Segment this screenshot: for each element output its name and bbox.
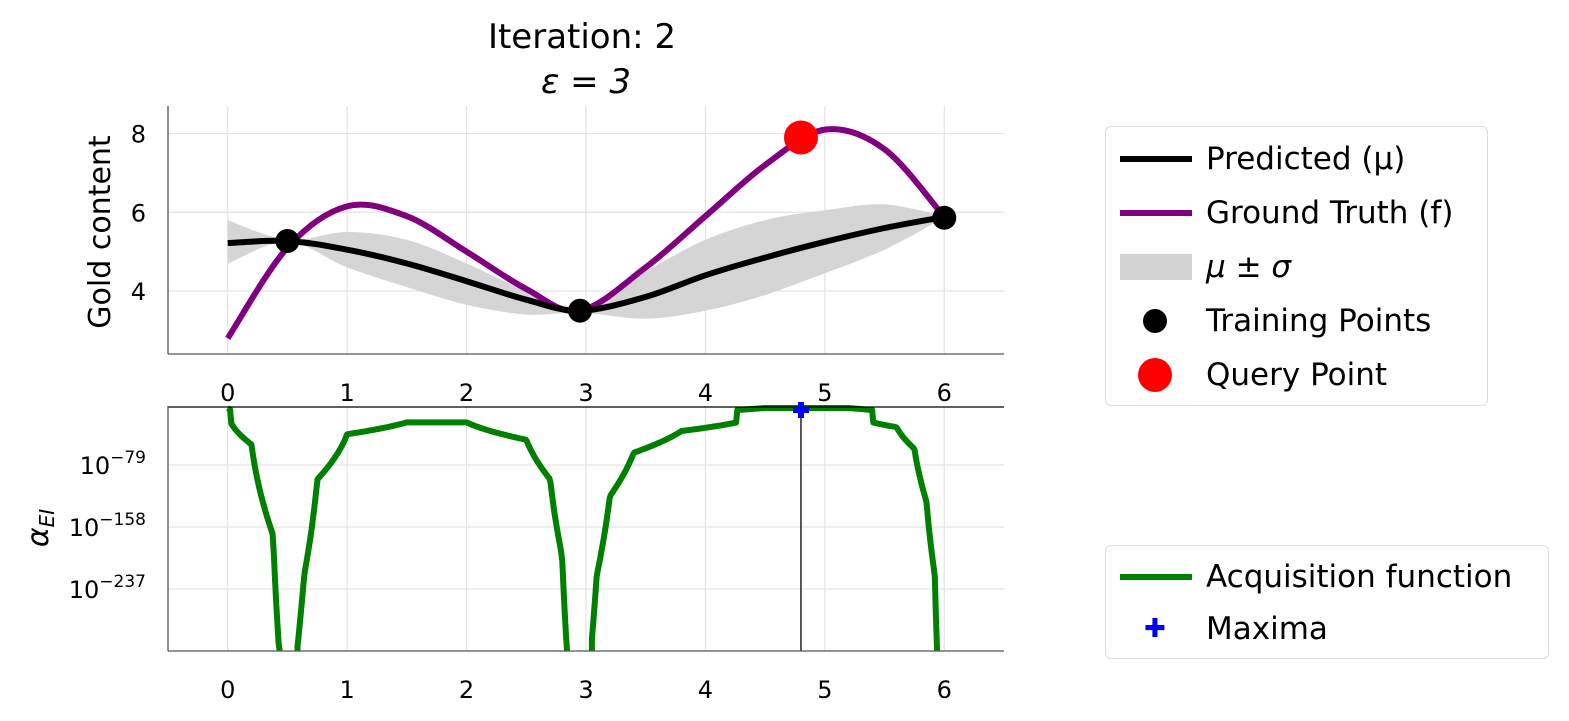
- legend-item-training: Training Points: [1106, 295, 1487, 347]
- bottom-series: [225, 405, 941, 652]
- legend-item-truth: Ground Truth (f): [1106, 187, 1487, 239]
- y-tick-label: 4: [131, 278, 146, 306]
- x-tick-label: 4: [698, 379, 713, 407]
- legend-bottom: Acquisition function ✚ Maxima: [1105, 545, 1549, 659]
- plus-icon: ✚: [1144, 614, 1166, 644]
- legend-patch-icon: [1120, 254, 1192, 280]
- y-tick-label: 6: [131, 199, 146, 227]
- y-tick-label: 10−158: [69, 510, 146, 542]
- legend-item-query: Query Point: [1106, 349, 1487, 401]
- query-point: [783, 120, 818, 155]
- legend-label: μ ± σ: [1206, 249, 1292, 285]
- chart-title: Iteration: 2: [488, 17, 676, 57]
- bottom-ticks: 0 1 2 3 4 5 6 10−79 10−158 10−237: [69, 448, 952, 704]
- maxima-marker: [792, 402, 809, 418]
- legend-label: Query Point: [1206, 357, 1388, 393]
- x-tick-label: 3: [578, 379, 593, 407]
- legend-line-icon: [1120, 210, 1192, 216]
- bottom-grid: [168, 406, 1004, 651]
- x-tick-label: 5: [817, 676, 832, 704]
- legend-item-band: μ ± σ: [1106, 241, 1487, 293]
- training-point: [932, 205, 957, 230]
- acquisition-line: [588, 405, 941, 652]
- x-tick-label: 4: [698, 676, 713, 704]
- x-tick-label: 2: [459, 676, 474, 704]
- y-tick-label: 10−237: [69, 572, 146, 604]
- uncertainty-band: [227, 204, 945, 319]
- legend-label: Acquisition function: [1206, 559, 1513, 595]
- bottom-marks: [168, 402, 1004, 651]
- y-tick-label: 10−79: [80, 448, 146, 480]
- legend-top: Predicted (μ) Ground Truth (f) μ ± σ Tra…: [1105, 126, 1488, 406]
- x-tick-label: 1: [340, 676, 355, 704]
- legend-line-icon: [1120, 574, 1192, 580]
- legend-label: Ground Truth (f): [1206, 195, 1454, 231]
- training-point: [568, 298, 593, 323]
- x-tick-label: 0: [220, 676, 235, 704]
- y-axis-label-top: Gold content: [83, 135, 118, 329]
- bottom-plot: 0 1 2 3 4 5 6 10−79 10−158 10−237 αEI: [21, 402, 1004, 704]
- bottom-axes: [167, 406, 1004, 652]
- x-tick-label: 3: [578, 676, 593, 704]
- top-points: [275, 120, 957, 323]
- chart-subtitle: ε = 3: [541, 62, 631, 102]
- legend-line-icon: [1120, 156, 1192, 162]
- legend-item-acquisition: Acquisition function: [1106, 551, 1548, 603]
- y-axis-label-bottom: αEI: [21, 509, 59, 547]
- legend-label: Maxima: [1206, 611, 1328, 647]
- legend-dot-icon: [1143, 309, 1167, 333]
- x-tick-label: 0: [220, 379, 235, 407]
- acquisition-line: [225, 405, 283, 652]
- x-tick-label: 1: [340, 379, 355, 407]
- legend-dot-icon: [1138, 358, 1172, 392]
- acquisition-line: [294, 419, 570, 652]
- band-area: [227, 204, 945, 319]
- top-plot: 0 1 2 3 4 5 6 4 6 8 Gold content: [83, 106, 1004, 407]
- y-tick-label: 8: [131, 121, 146, 149]
- legend-label: Training Points: [1206, 303, 1432, 339]
- x-tick-label: 5: [817, 379, 832, 407]
- training-point: [275, 229, 300, 254]
- top-axes: [167, 106, 1004, 355]
- top-ticks: 0 1 2 3 4 5 6 4 6 8: [131, 121, 952, 407]
- legend-label: Predicted (μ): [1206, 141, 1406, 177]
- legend-item-maxima: ✚ Maxima: [1106, 603, 1548, 655]
- x-tick-label: 6: [937, 379, 952, 407]
- x-tick-label: 6: [937, 676, 952, 704]
- legend-item-predicted: Predicted (μ): [1106, 133, 1487, 185]
- x-tick-label: 2: [459, 379, 474, 407]
